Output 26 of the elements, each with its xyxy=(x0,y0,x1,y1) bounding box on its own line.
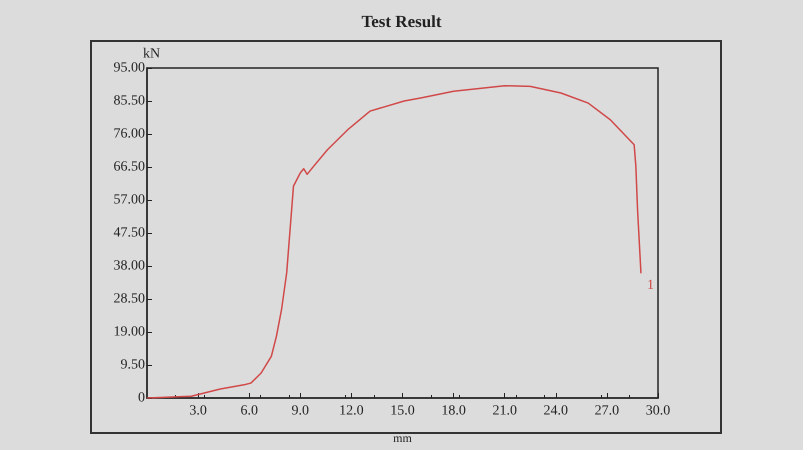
y-tick-label: 19.00 xyxy=(114,324,145,340)
y-tick-label: 76.00 xyxy=(114,126,145,142)
line-series xyxy=(146,84,642,399)
x-tick-label: 9.0 xyxy=(292,404,310,418)
x-tick-label: 6.0 xyxy=(240,404,258,418)
y-tick-label: 38.00 xyxy=(114,258,145,274)
y-tick-label: 66.50 xyxy=(114,160,145,174)
x-tick-label: 27.0 xyxy=(594,404,620,418)
y-tick-label: 85.50 xyxy=(114,94,145,108)
y-tick-label: 47.50 xyxy=(114,226,145,240)
x-tick-label: 3.0 xyxy=(189,404,207,418)
y-tick-label: 28.50 xyxy=(114,292,145,306)
series-label: 1 xyxy=(646,278,654,293)
x-axis-title: mm xyxy=(393,431,412,445)
y-tick-label: 0 xyxy=(138,390,145,406)
x-tick-label: 12.0 xyxy=(339,404,364,418)
x-tick-label: 30.0 xyxy=(646,404,670,418)
x-tick-label: 24.0 xyxy=(544,404,568,418)
x-tick-label: 18.0 xyxy=(441,404,466,418)
y-tick-label: 95.00 xyxy=(114,60,145,76)
y-tick-label: 57.00 xyxy=(114,192,145,208)
y-tick-label: 9.50 xyxy=(120,358,145,372)
y-axis-title: kN xyxy=(143,46,160,62)
chart-title: Test Result xyxy=(361,12,442,31)
x-tick-label: 21.0 xyxy=(492,404,517,418)
x-tick-label: 15.0 xyxy=(390,404,415,418)
